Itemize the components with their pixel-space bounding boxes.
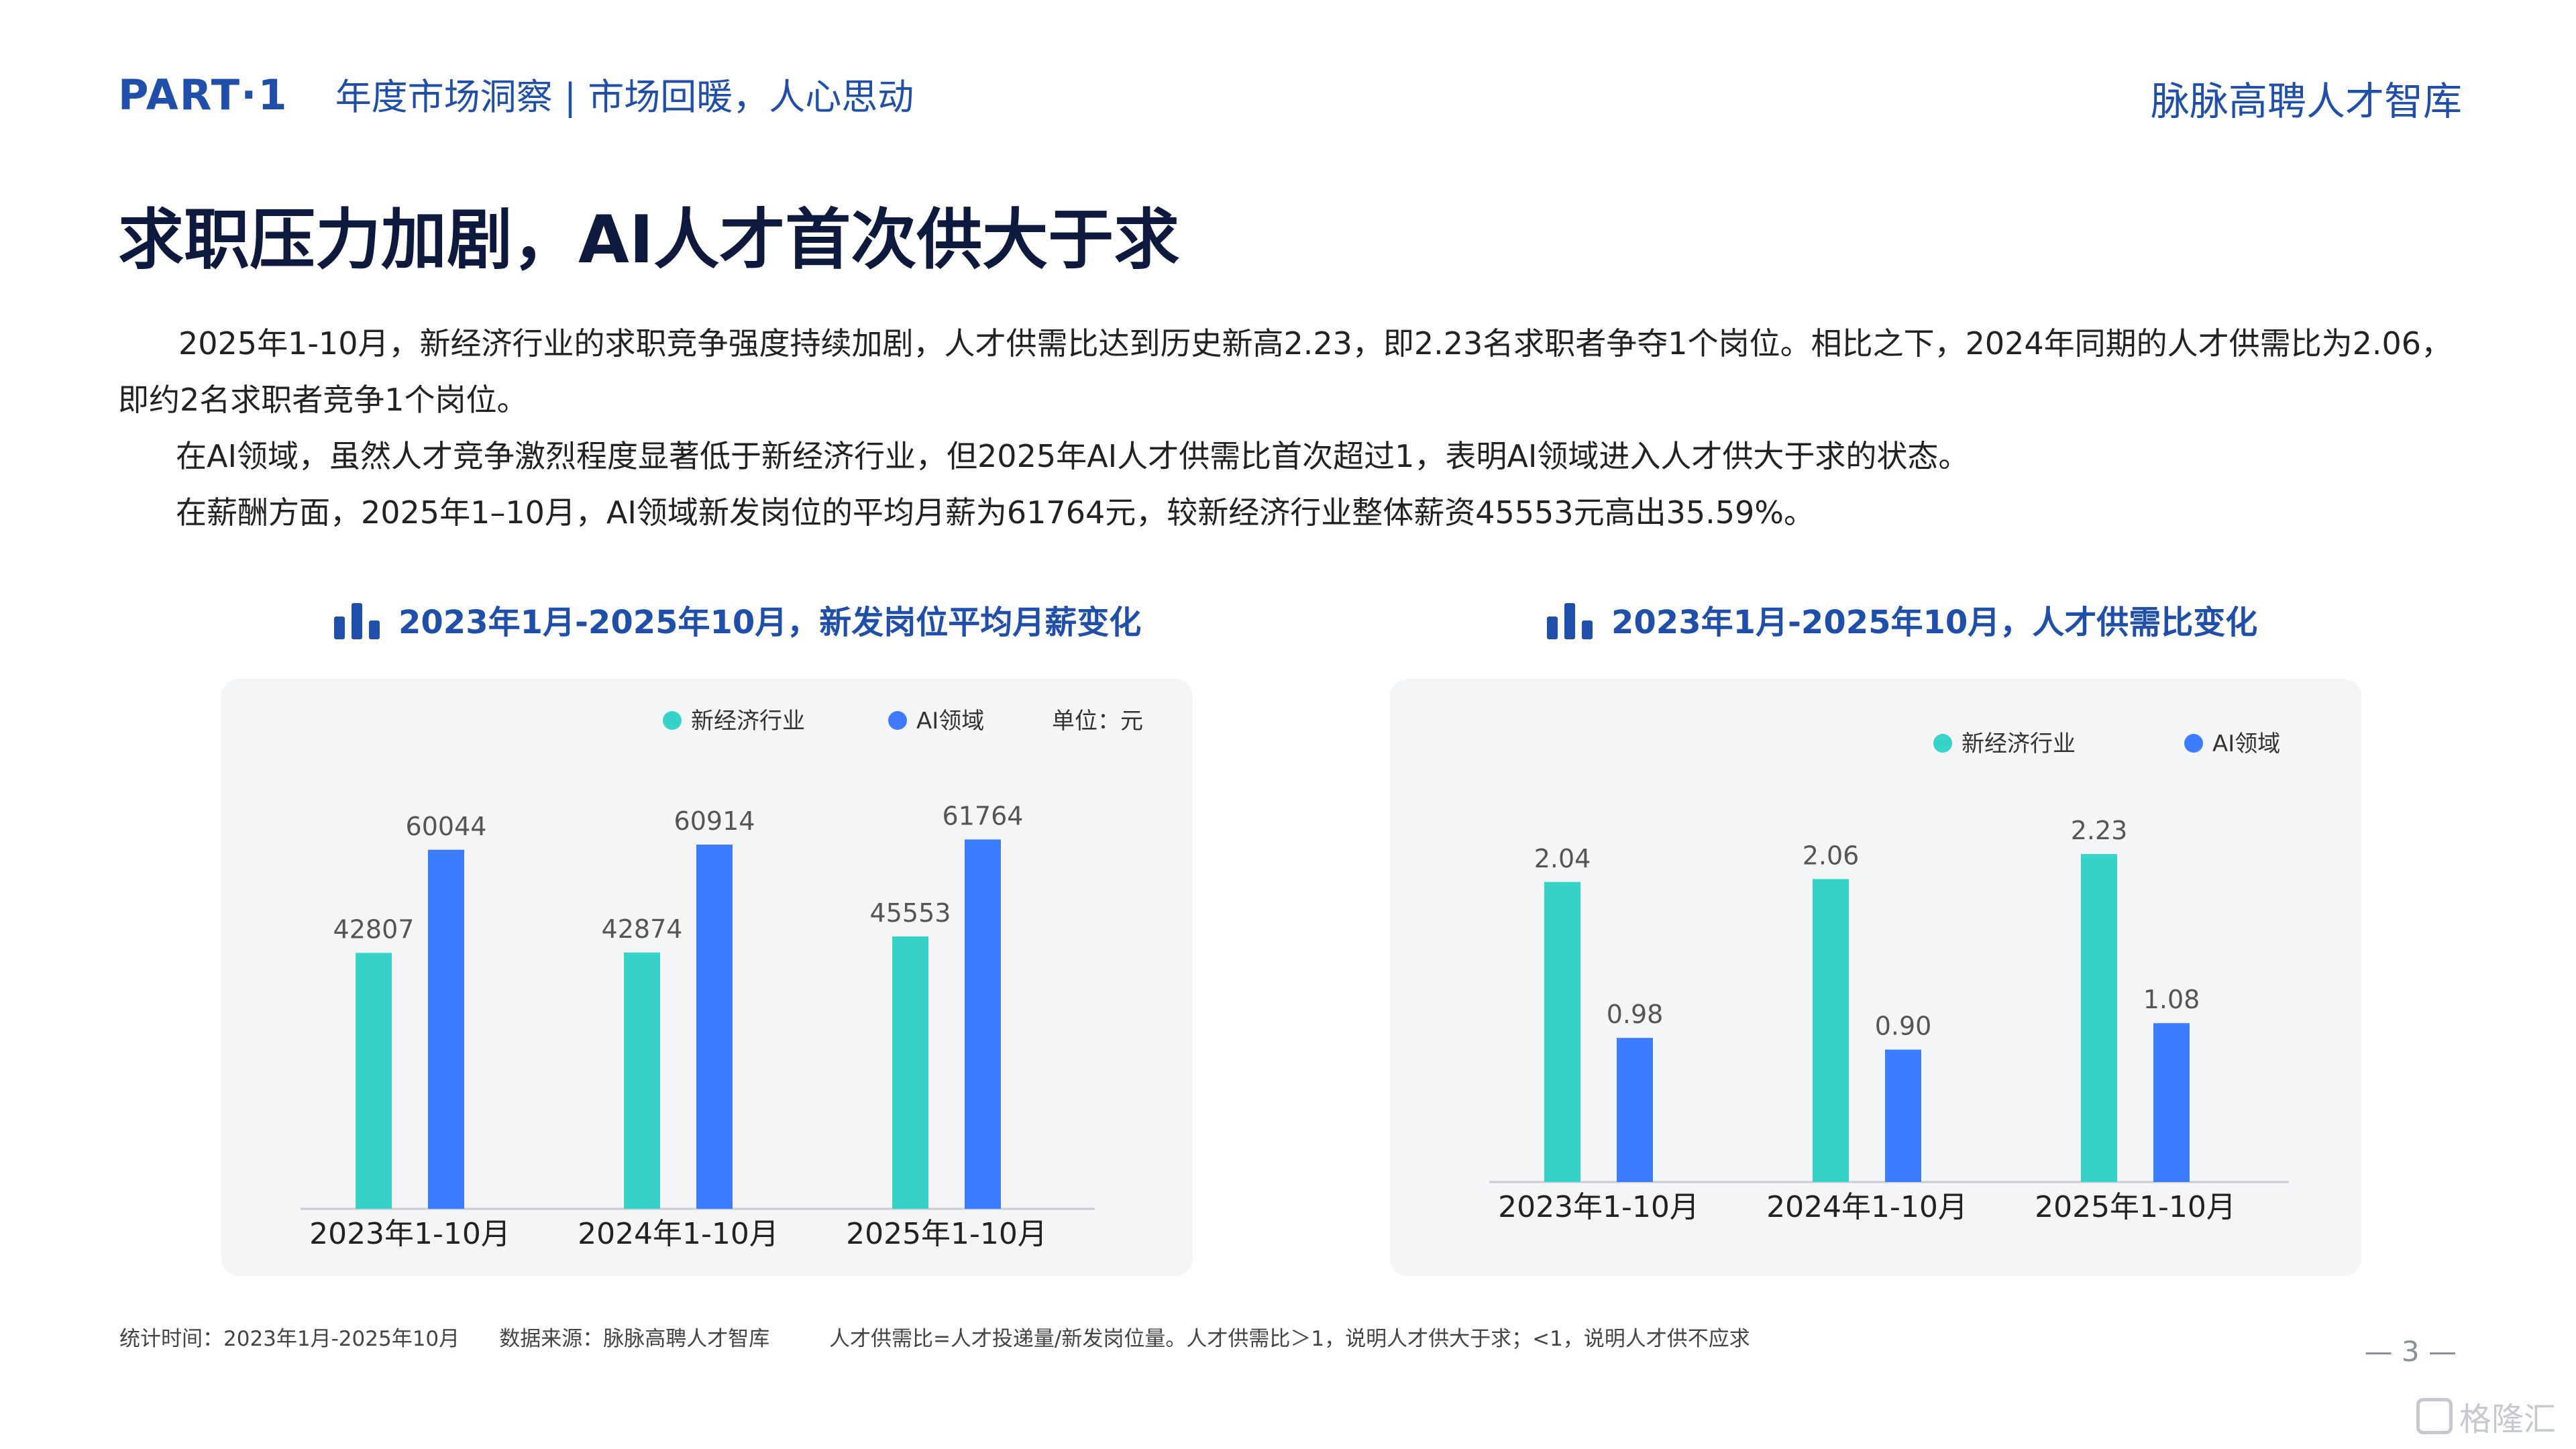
bar-new_economy [892,936,928,1209]
bar-chart-icon [334,603,380,639]
legend-label: 新经济行业 [1962,731,2076,757]
data-label-ai: 0.98 [1607,1000,1664,1029]
legend-label: AI领域 [2212,731,2280,757]
bar-new_economy [356,953,392,1209]
bar-ai [1617,1038,1653,1182]
x-tick-label: 2025年1-10月 [2035,1190,2236,1224]
data-label-ai: 1.08 [2143,985,2200,1014]
bar-ai [428,849,464,1209]
watermark: 格隆汇 [2416,1393,2556,1440]
ratio-chart: 新经济行业 AI领域 2.04 0.98 2023年1-10月 2.06 0.90 2024年… [1489,731,2289,1224]
data-label-new_economy: 2.06 [1803,841,1860,870]
data-label-new_economy: 45553 [870,898,951,928]
data-label-ai: 60914 [674,806,755,836]
data-label-new_economy: 42807 [333,914,415,944]
legend-marker [1933,734,1952,753]
chart-2-title: 2023年1月-2025年10月，人才供需比变化 [1544,596,2257,643]
salary-chart: 新经济行业 AI领域 单位：元 42807 60044 2023年1-10月 42874 60… [301,708,1143,1251]
data-label-new_economy: 2.04 [1534,844,1591,873]
legend-marker [888,711,907,730]
bar-new_economy [1813,879,1849,1182]
x-tick-label: 2024年1-10月 [578,1217,779,1251]
header: PART·1 年度市场洞察 | 市场回暖，人心思动 [118,67,914,120]
x-tick-label: 2023年1-10月 [1498,1190,1699,1224]
unit-label: 单位：元 [1052,708,1143,735]
data-label-new_economy: 2.23 [2071,816,2128,845]
bar-ai [965,839,1001,1209]
data-source: 数据来源：脉脉高聘人才智库 [499,1327,770,1351]
part-label: PART·1 [118,70,288,119]
salary-chart-panel: 新经济行业 AI领域 单位：元 42807 60044 2023年1-10月 42874 60… [221,679,1193,1276]
bar-ai [696,844,733,1209]
legend-label: AI领域 [916,708,984,735]
bar-new_economy [2081,854,2117,1182]
bar-ai [2153,1023,2190,1182]
bar-new_economy [1544,881,1580,1182]
chart-1-title: 2023年1月-2025年10月，新发岗位平均月薪变化 [331,596,1141,643]
paragraph-2: 在AI领域，虽然人才竞争激烈程度显著低于新经济行业，但2025年AI人才供需比首… [176,438,1970,474]
data-label-new_economy: 42874 [602,914,683,944]
data-label-ai: 60044 [406,812,487,841]
legend-marker [663,711,682,730]
ratio-definition: 人才供需比=人才投递量/新发岗位量。人才供需比＞1，说明人才供大于求；<1，说明… [828,1327,1750,1351]
x-tick-label: 2023年1-10月 [309,1217,511,1251]
data-label-ai: 0.90 [1875,1012,1932,1041]
section-subtitle: 年度市场洞察 | 市场回暖，人心思动 [335,76,914,118]
paragraph-1: 2025年1-10月，新经济行业的求职竞争强度持续加剧，人才供需比达到历史新高2… [118,325,2453,418]
paragraph-3: 在薪酬方面，2025年1–10月，AI领域新发岗位的平均月薪为61764元，较新… [176,494,1815,531]
slide-title: 求职压力加剧，AI人才首次供大于求 [118,202,1180,278]
footer-note: 统计时间：2023年1月-2025年10月 数据来源：脉脉高聘人才智库 人才供需… [119,1322,1750,1352]
body-text: 2025年1-10月，新经济行业的求职竞争强度持续加剧，人才供需比达到历史新高2… [118,315,2466,541]
page-number: — 3 — [2364,1335,2457,1368]
legend-marker [2184,734,2203,753]
data-label-ai: 61764 [943,801,1024,830]
chart-1-title-text: 2023年1月-2025年10月，新发岗位平均月薪变化 [398,604,1142,641]
stat-time: 统计时间：2023年1月-2025年10月 [119,1327,460,1351]
chart-2-title-text: 2023年1月-2025年10月，人才供需比变化 [1611,604,2258,641]
x-tick-label: 2025年1-10月 [846,1217,1047,1251]
watermark-logo-icon [2416,1398,2453,1434]
bar-ai [1885,1049,1921,1182]
x-tick-label: 2024年1-10月 [1766,1190,1968,1224]
legend-label: 新经济行业 [691,708,805,735]
watermark-text: 格隆汇 [2459,1401,2556,1438]
bar-new_economy [624,952,660,1209]
ratio-chart-panel: 新经济行业 AI领域 2.04 0.98 2023年1-10月 2.06 0.90 2024年… [1390,679,2361,1276]
bar-chart-icon [1547,603,1593,639]
brand-name: 脉脉高聘人才智库 [2150,78,2462,124]
